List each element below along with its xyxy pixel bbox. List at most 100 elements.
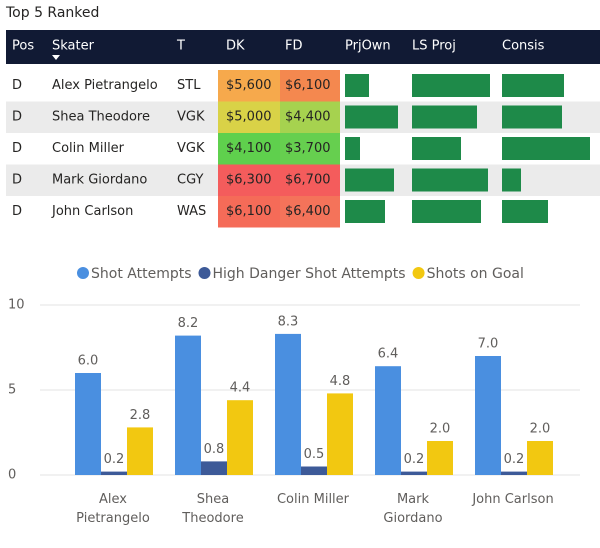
data-label: 8.3 [278,314,299,329]
data-bar [502,137,590,160]
data-label: 6.0 [78,354,99,369]
legend-swatch [198,267,211,279]
cell: $4,400 [285,110,331,125]
bar [201,461,227,475]
cell: Colin Miller [52,141,125,156]
fd-cell [280,70,340,102]
cell: D [12,78,22,93]
bar [301,466,327,475]
data-label: 8.2 [178,316,199,331]
legend-label: High Danger Shot Attempts [213,266,406,282]
column-header: Consis [502,39,545,54]
bar [127,427,153,475]
data-bar [502,74,564,97]
cell: $5,600 [226,78,272,93]
cell: CGY [177,173,204,188]
cell: $6,700 [285,173,331,188]
y-tick-label: 0 [8,468,16,483]
data-bar [412,200,481,223]
data-bar [502,105,562,129]
bar [375,366,401,475]
bar [275,333,301,475]
sort-arrow [52,55,60,60]
data-label: 0.2 [104,452,125,467]
y-tick-label: 5 [8,383,16,398]
data-bar [345,105,398,129]
column-header: Pos [12,39,34,54]
cell: $6,300 [226,173,272,188]
legend-label: Shots on Goal [427,266,524,282]
data-bar [345,200,385,223]
data-label: 6.4 [378,347,399,362]
bar [427,441,453,475]
data-label: 0.2 [504,452,525,467]
bar [101,471,127,475]
column-header: T [176,39,185,54]
data-label: 2.8 [130,408,151,423]
data-bar [345,168,394,192]
bar [401,471,427,475]
column-header: FD [285,39,303,54]
column-header: DK [226,39,245,54]
cell: John Carlson [51,204,133,219]
legend-swatch [412,267,425,279]
x-tick-label: John Carlson [472,492,554,507]
x-tick-label: Alex Pietrangelo [76,492,150,526]
data-label: 4.4 [230,381,251,396]
dk-cell [218,133,280,165]
column-header: PrjOwn [345,39,391,54]
data-label: 2.0 [430,422,451,437]
cell: VGK [177,141,205,156]
cell: Alex Pietrangelo [52,78,158,93]
table-header [6,30,600,64]
dk-cell [218,164,280,196]
data-label: 7.0 [478,337,499,352]
dk-cell [218,196,280,228]
cell: D [12,110,22,125]
cell: STL [177,78,201,93]
column-header: Skater [52,39,95,54]
data-bar [412,74,490,97]
data-bar [412,105,477,129]
cell: Mark Giordano [52,173,147,188]
cell: $4,100 [226,141,272,156]
bar [501,471,527,475]
cell: $6,100 [285,78,331,93]
bar [527,441,553,475]
data-bar [412,137,461,160]
fd-cell [280,133,340,165]
data-label: 0.5 [304,447,325,462]
legend-label: Shot Attempts [91,266,192,282]
fd-cell [280,164,340,196]
bar [175,335,201,475]
cell: D [12,141,22,156]
cell: $3,700 [285,141,331,156]
data-bar [502,200,548,223]
data-label: 2.0 [530,422,551,437]
data-bar [345,137,360,160]
cell: D [12,173,22,188]
column-header: LS Proj [412,39,456,54]
cell: $6,100 [226,204,272,219]
cell: WAS [177,204,206,219]
data-bar [502,168,521,192]
cell: $6,400 [285,204,331,219]
cell: Shea Theodore [52,110,150,125]
data-label: 4.8 [330,374,351,389]
bar [75,373,101,475]
bar [475,356,501,475]
x-tick-label: Colin Miller [276,492,350,507]
fd-cell [280,196,340,228]
dk-cell [218,70,280,102]
cell: VGK [177,110,205,125]
data-label: 0.2 [404,452,425,467]
x-tick-label: Mark Giordano [383,492,443,526]
legend-swatch [77,267,89,279]
bar [227,400,253,475]
x-tick-label: Shea Theodore [182,492,244,526]
cell: D [12,204,22,219]
data-bar [345,74,369,97]
y-tick-label: 10 [8,298,25,313]
